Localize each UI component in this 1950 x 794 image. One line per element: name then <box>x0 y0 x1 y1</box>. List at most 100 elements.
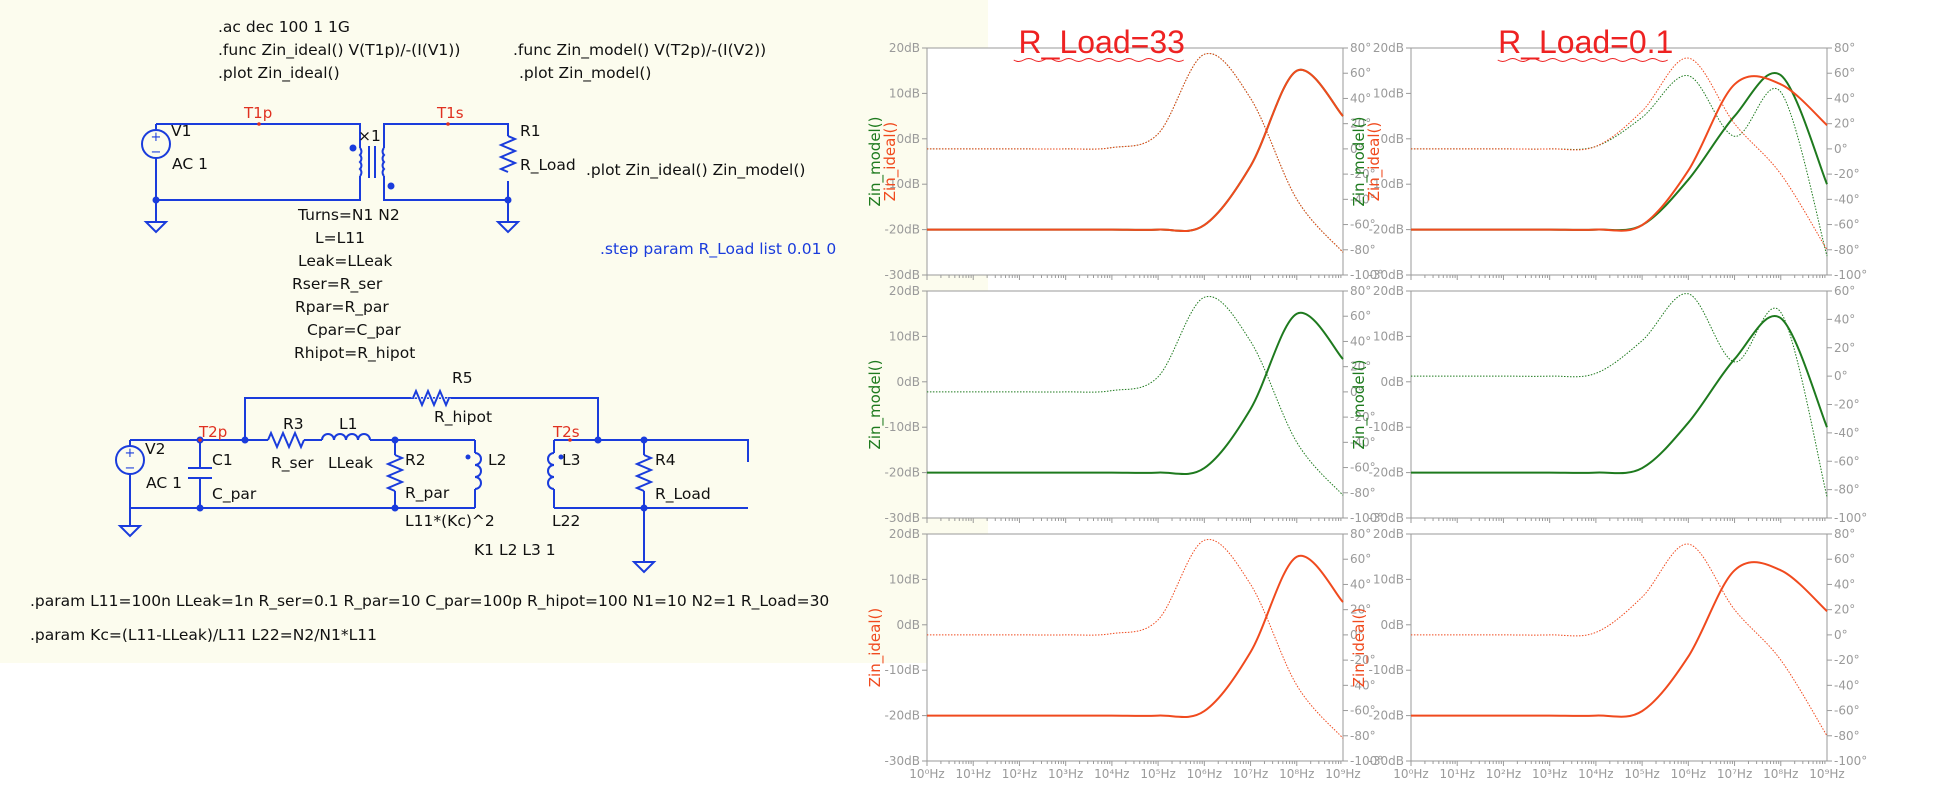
y-tick-label: -10dB <box>885 420 920 434</box>
func-ideal-directive[interactable]: .func Zin_ideal() V(T1p)/-(I(V1)) <box>218 41 461 59</box>
step-directive[interactable]: .step param R_Load list 0.01 0 <box>600 240 836 258</box>
net-label-t2p[interactable]: T2p <box>198 423 227 441</box>
ground-symbols <box>117 221 657 574</box>
y2-tick-label: 80° <box>1350 284 1371 298</box>
trace-phase-2[interactable] <box>926 538 1344 739</box>
y2-tick-label: -60° <box>1350 704 1376 718</box>
l1-value[interactable]: LLeak <box>328 454 373 472</box>
trace-magnitude-1[interactable] <box>1411 315 1828 475</box>
r2-value[interactable]: R_par <box>405 484 450 503</box>
plot-pane-1[interactable]: 20dB 10dB 0dB -10dB -20dB -30dB 80° 60° 40° 20° 0°… <box>866 24 1383 282</box>
net-label-t1s[interactable]: T1s <box>436 104 464 122</box>
plot-both-directive[interactable]: .plot Zin_ideal() Zin_model() <box>586 161 806 179</box>
plot-pane-3[interactable]: 20dB 10dB 0dB -10dB -20dB -30dB 80° 60° 40° 20° 0°… <box>866 284 1383 525</box>
y-axis-label[interactable]: Zin_model() <box>1350 360 1369 450</box>
l2-name[interactable]: L2 <box>488 451 507 469</box>
y-tick-label: -30dB <box>885 754 920 768</box>
xfmr-attr-leak: Leak=LLeak <box>298 252 392 270</box>
y-axis-label[interactable]: Zin_model() <box>866 117 885 207</box>
plot-pane-2[interactable]: 20dB 10dB 0dB -10dB -20dB -30dB 80° 60° 40° 20° 0°… <box>1350 24 1867 282</box>
plot-pane-4[interactable]: 20dB 10dB 0dB -10dB -20dB -30dB 60° 40° 20° 0° -20… <box>1350 284 1867 525</box>
y-axis-label[interactable]: Zin_ideal() <box>1350 608 1369 687</box>
y2-tick-label: -100° <box>1350 511 1383 525</box>
r5-name[interactable]: R5 <box>452 369 473 387</box>
y-tick-label: 0dB <box>897 375 920 389</box>
schematic-editor[interactable]: .ac dec 100 1 1G .func Zin_ideal() V(T1p… <box>0 0 988 663</box>
y-tick-label: -10dB <box>885 177 920 191</box>
plot-title: R_Load=33 <box>1019 24 1185 60</box>
y2-tick-label: -20° <box>1834 653 1860 667</box>
y2-tick-label: -80° <box>1834 243 1860 257</box>
y2-tick-label: 20° <box>1350 603 1371 617</box>
y2-tick-label: 40° <box>1350 91 1371 105</box>
r1-value[interactable]: R_Load <box>520 156 576 175</box>
plot-ideal-directive[interactable]: .plot Zin_ideal() <box>218 64 340 82</box>
c1-name[interactable]: C1 <box>212 451 233 469</box>
x-tick-label: 10⁹Hz <box>1325 767 1360 781</box>
plot-pane-6[interactable]: 20dB 10dB 0dB -10dB -20dB -30dB 80° 60° 40° 20° 0°… <box>1350 527 1867 781</box>
y2-tick-label: 20° <box>1834 341 1855 355</box>
r4-value[interactable]: R_Load <box>655 485 711 504</box>
trace-magnitude-3[interactable] <box>1410 75 1828 232</box>
trace-phase-4[interactable] <box>927 52 1344 253</box>
y-tick-label: 0dB <box>1381 618 1404 632</box>
trace-magnitude-1[interactable] <box>1411 561 1828 718</box>
y2-tick-label: -80° <box>1350 486 1376 500</box>
schematic-canvas[interactable]: + − + − <box>0 0 988 663</box>
trace-phase-2[interactable] <box>1410 543 1828 737</box>
func-model-directive[interactable]: .func Zin_model() V(T2p)/-(I(V2)) <box>513 41 767 59</box>
y-tick-label: 10dB <box>889 86 920 100</box>
y-tick-label: -20dB <box>1369 223 1404 237</box>
y-tick-label: -20dB <box>1369 466 1404 480</box>
v2-source[interactable]: + − <box>115 445 145 476</box>
y2-tick-label: -80° <box>1834 483 1860 497</box>
xfmr-attr-l: L=L11 <box>315 229 365 247</box>
y2-tick-label: 40° <box>1350 334 1371 348</box>
plot-canvas[interactable]: 20dB 10dB 0dB -10dB -20dB -30dB 80° 60° 40° 20° 0°… <box>860 0 1950 794</box>
v2-value[interactable]: AC 1 <box>146 474 182 492</box>
plot-pane-5[interactable]: 20dB 10dB 0dB -10dB -20dB -30dB 80° 60° 40° 20° 0°… <box>866 527 1383 781</box>
k1-directive[interactable]: K1 L2 L3 1 <box>474 541 556 559</box>
y-axis-label[interactable]: Zin_ideal() <box>866 608 885 687</box>
l1-name[interactable]: L1 <box>339 415 358 433</box>
l2-value[interactable]: L11*(Kc)^2 <box>405 512 495 530</box>
r1-name[interactable]: R1 <box>520 122 541 140</box>
ac-directive[interactable]: .ac dec 100 1 1G <box>218 18 350 36</box>
trace-phase-2[interactable] <box>1410 293 1828 497</box>
x-tick-label: 10⁴Hz <box>1094 767 1129 781</box>
net-label-t1p[interactable]: T1p <box>243 104 272 122</box>
xfmr-name[interactable]: ×1 <box>358 127 381 145</box>
y-axis-label[interactable]: Zin_ideal() <box>1365 122 1384 201</box>
l3-name[interactable]: L3 <box>562 451 581 469</box>
r4-name[interactable]: R4 <box>655 451 676 469</box>
v1-source[interactable]: + − <box>141 129 171 160</box>
y-axis-label[interactable]: Zin_model() <box>866 360 885 450</box>
param-directive-2[interactable]: .param Kc=(L11-LLeak)/L11 L22=N2/N1*L11 <box>30 626 377 644</box>
trace-phase-2[interactable] <box>1411 75 1828 257</box>
param-directive-1[interactable]: .param L11=100n LLeak=1n R_ser=0.1 R_par… <box>30 592 830 610</box>
trace-magnitude-1[interactable] <box>927 554 1344 719</box>
trace-magnitude-3[interactable] <box>926 68 1344 233</box>
y2-tick-label: -60° <box>1350 218 1376 232</box>
waveform-viewer[interactable]: 20dB 10dB 0dB -10dB -20dB -30dB 80° 60° 40° 20° 0°… <box>860 0 1950 794</box>
r3-name[interactable]: R3 <box>283 415 304 433</box>
r3-value[interactable]: R_ser <box>271 454 314 473</box>
net-label-t2s[interactable]: T2s <box>552 423 580 441</box>
trace-phase-2[interactable] <box>927 295 1344 496</box>
v2-name[interactable]: V2 <box>145 440 165 458</box>
trace-phase-4[interactable] <box>1411 57 1828 251</box>
transformer-x1[interactable] <box>349 144 395 190</box>
v1-name[interactable]: V1 <box>171 122 191 140</box>
v1-value[interactable]: AC 1 <box>172 155 208 173</box>
y-axis-label[interactable]: Zin_ideal() <box>881 122 900 201</box>
plot-model-directive[interactable]: .plot Zin_model() <box>519 64 652 82</box>
l3-value[interactable]: L22 <box>552 512 580 530</box>
r2-name[interactable]: R2 <box>405 451 426 469</box>
trace-magnitude-1[interactable] <box>927 311 1344 476</box>
y2-tick-label: -40° <box>1834 678 1860 692</box>
y-tick-label: -10dB <box>1369 177 1404 191</box>
y-axis-label[interactable]: Zin_model() <box>1350 117 1369 207</box>
plot-frame <box>1410 47 1828 276</box>
c1-value[interactable]: C_par <box>212 485 257 504</box>
r5-value[interactable]: R_hipot <box>434 408 492 427</box>
